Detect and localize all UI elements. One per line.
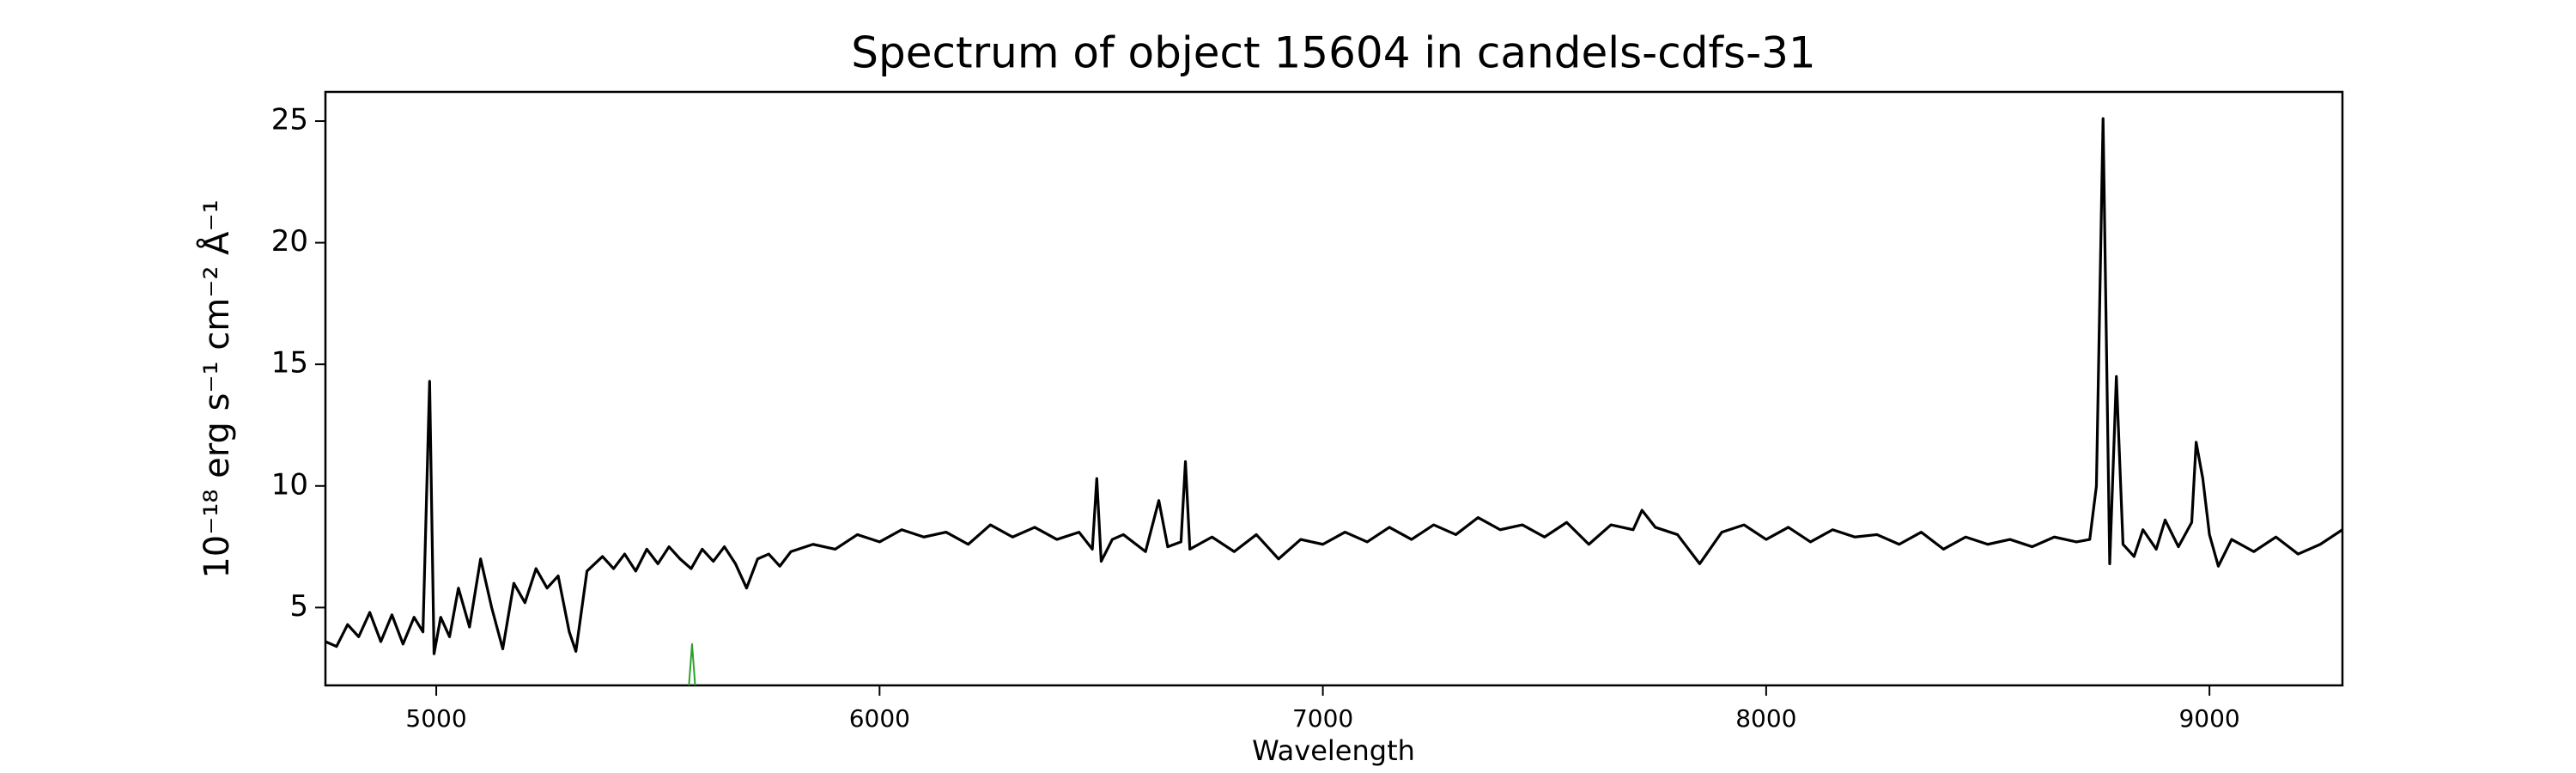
- spectrum-line: [688, 642, 696, 685]
- y-tick-label: 10: [271, 467, 308, 502]
- y-tick-label: 5: [289, 589, 308, 624]
- y-tick-label: 20: [271, 224, 308, 259]
- x-tick-label: 6000: [849, 704, 910, 733]
- x-tick-label: 8000: [1735, 704, 1796, 733]
- x-tick-label: 9000: [2178, 704, 2239, 733]
- chart-title: Spectrum of object 15604 in candels-cdfs…: [851, 28, 1816, 78]
- y-tick-label: 25: [271, 102, 308, 137]
- y-axis-label: 10⁻¹⁸ erg s⁻¹ cm⁻² Å⁻¹: [196, 199, 237, 578]
- x-tick-label: 5000: [405, 704, 466, 733]
- y-tick-label: 15: [271, 346, 308, 380]
- plot-frame: [324, 90, 2344, 687]
- x-axis-label: Wavelength: [1252, 734, 1415, 767]
- x-tick-label: 7000: [1292, 704, 1353, 733]
- spectrum-line: [325, 117, 2342, 655]
